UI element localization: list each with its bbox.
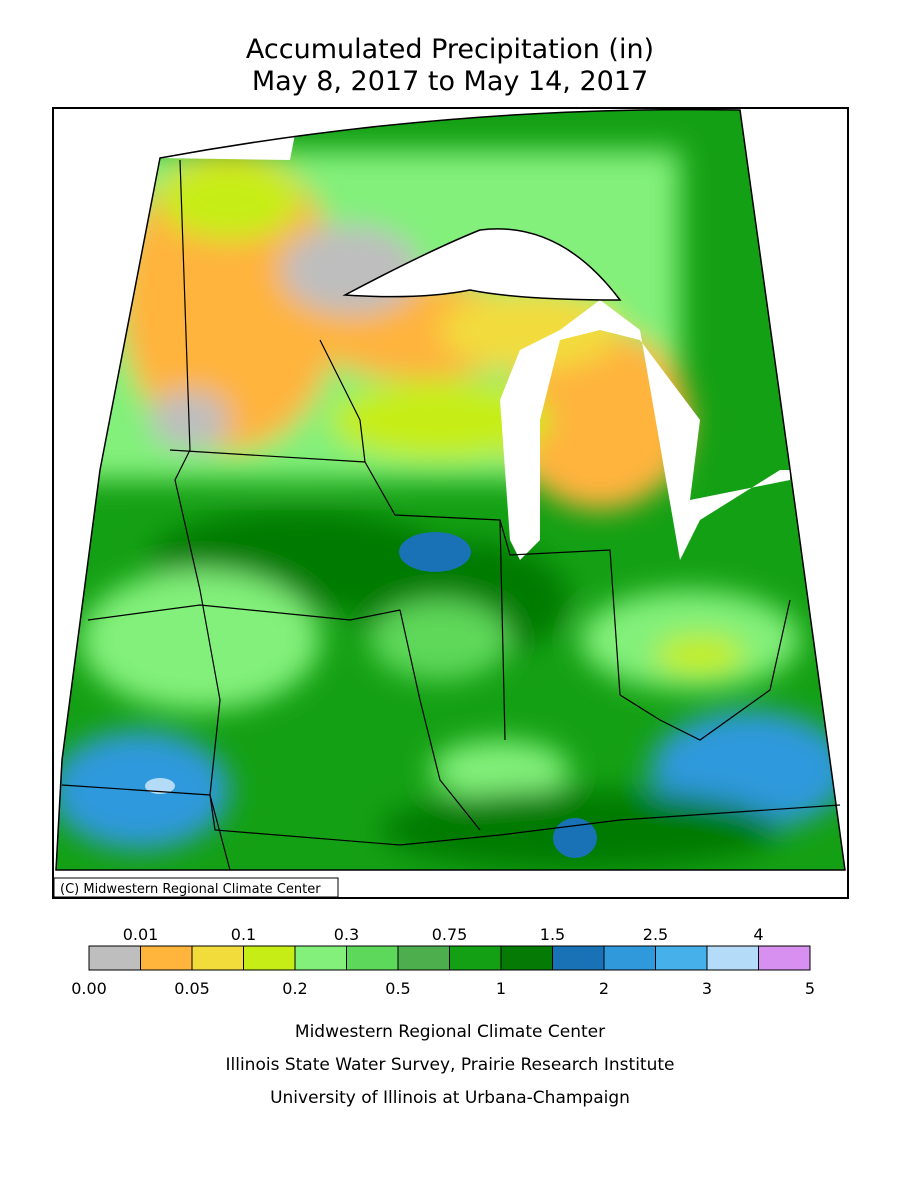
legend-label: 0.5 xyxy=(385,979,410,998)
legend-label: 0.3 xyxy=(334,925,359,944)
legend-swatch xyxy=(294,945,347,971)
legend-swatch xyxy=(243,945,296,971)
copyright: (C) Midwestern Regional Climate Center xyxy=(60,882,321,897)
legend-label: 2 xyxy=(599,979,609,998)
map-frame xyxy=(52,107,849,899)
legend-swatch xyxy=(655,945,708,971)
state-borders xyxy=(61,159,841,871)
credit-line: Illinois State Water Survey, Prairie Res… xyxy=(226,1055,675,1075)
subtitle: May 8, 2017 to May 14, 2017 xyxy=(252,66,648,97)
region-outline xyxy=(55,108,846,871)
legend-label: 1.5 xyxy=(540,925,565,944)
legend-swatch xyxy=(500,945,553,971)
legend-label: 5 xyxy=(805,979,815,998)
credits: Midwestern Regional Climate Center Illino… xyxy=(226,1022,675,1108)
legend-label: 0.05 xyxy=(174,979,210,998)
legend-label: 0.00 xyxy=(71,979,107,998)
legend-label: 2.5 xyxy=(643,925,668,944)
legend-label: 0.75 xyxy=(432,925,468,944)
legend-swatch xyxy=(397,945,450,971)
legend-swatch xyxy=(758,945,811,971)
legend: 0.00 0.01 0.05 0.1 0.2 0.3 0.5 0.75 1 1.5 2 2.5 3 4 5 xyxy=(71,925,815,998)
precip-map xyxy=(56,109,845,870)
credit-line: Midwestern Regional Climate Center xyxy=(295,1022,605,1042)
legend-label: 4 xyxy=(753,925,763,944)
legend-swatch xyxy=(88,945,141,971)
legend-label: 3 xyxy=(702,979,712,998)
legend-swatch xyxy=(140,945,193,971)
legend-label: 0.2 xyxy=(282,979,307,998)
legend-label: 1 xyxy=(496,979,506,998)
title: Accumulated Precipitation (in) xyxy=(246,34,654,65)
legend-swatch xyxy=(706,945,759,971)
legend-label: 0.1 xyxy=(231,925,256,944)
legend-swatch xyxy=(346,945,399,971)
legend-swatch xyxy=(603,945,656,971)
legend-label: 0.01 xyxy=(123,925,159,944)
legend-swatch xyxy=(552,945,605,971)
legend-swatch xyxy=(449,945,502,971)
legend-swatch xyxy=(191,945,244,971)
copyright-box xyxy=(53,877,339,898)
credit-line: University of Illinois at Urbana-Champai… xyxy=(270,1088,630,1108)
